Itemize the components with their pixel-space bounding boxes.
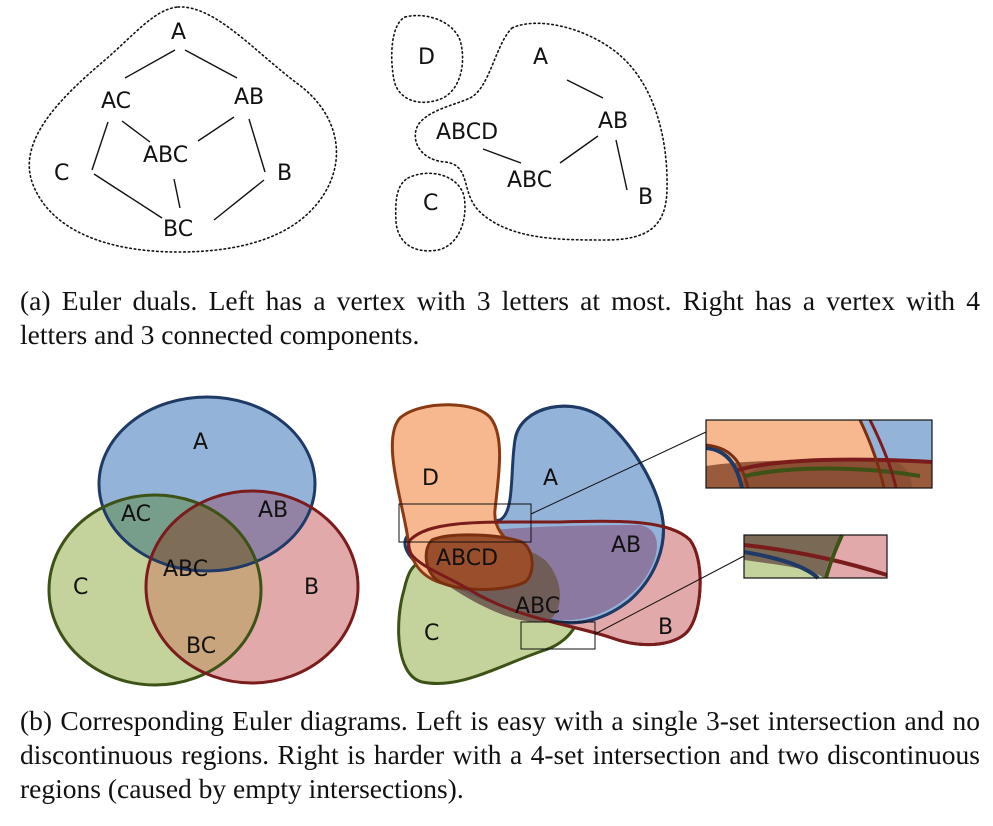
dual-right-boundary-main: [414, 22, 668, 241]
euler-left-label-AB: AB: [258, 498, 288, 523]
dual-right-node-D: D: [418, 45, 435, 70]
dual-left-node-BC: BC: [163, 217, 193, 242]
dual-right-boundary-D: [390, 14, 464, 104]
euler-diagram-left: A AC AB ABC C B BC: [47, 395, 360, 687]
euler-diagram-right: D A ABCD AB ABC C B: [390, 403, 745, 685]
dual-right-node-AB: AB: [598, 109, 628, 134]
dual-right-node-B: B: [638, 185, 653, 210]
euler-left-label-BC: BC: [186, 634, 216, 659]
dual-left-node-B: B: [277, 161, 292, 186]
dual-right-node-A: A: [533, 45, 548, 70]
euler-left-label-AC: AC: [121, 502, 151, 527]
dual-left-node-A: A: [171, 20, 186, 45]
dual-right-node-ABC: ABC: [507, 168, 552, 193]
dual-graph-left: A AC AB ABC C B BC: [28, 6, 338, 253]
caption-panel-a: (a) Euler duals. Left has a vertex with …: [20, 285, 980, 350]
dual-right-node-C: C: [423, 191, 438, 216]
zoom-inset-upper: [705, 419, 933, 489]
euler-left-label-C: C: [73, 575, 88, 600]
dual-left-node-AB: AB: [234, 85, 264, 110]
zoom-inset-lower: [743, 534, 888, 580]
caption-panel-b: (b) Corresponding Euler diagrams. Left i…: [20, 705, 980, 804]
dual-left-node-ABC: ABC: [143, 143, 188, 168]
euler-right-label-A: A: [543, 466, 558, 491]
euler-right-label-D: D: [422, 466, 439, 491]
dual-right-node-ABCD: ABCD: [436, 120, 498, 145]
euler-right-label-AB: AB: [611, 533, 641, 558]
euler-left-label-ABC: ABC: [163, 557, 208, 582]
euler-right-label-B: B: [658, 615, 673, 640]
dual-graph-right: D A ABCD AB ABC C B: [390, 14, 668, 252]
euler-right-label-ABCD: ABCD: [436, 546, 498, 571]
euler-right-label-C: C: [424, 621, 439, 646]
dual-left-boundary: [28, 6, 338, 253]
euler-left-label-A: A: [193, 430, 208, 455]
dual-left-node-C: C: [54, 161, 69, 186]
euler-left-label-B: B: [304, 575, 319, 600]
dual-left-node-AC: AC: [101, 89, 131, 114]
euler-right-label-ABC: ABC: [515, 594, 560, 619]
dual-right-boundary-C: [394, 172, 466, 252]
